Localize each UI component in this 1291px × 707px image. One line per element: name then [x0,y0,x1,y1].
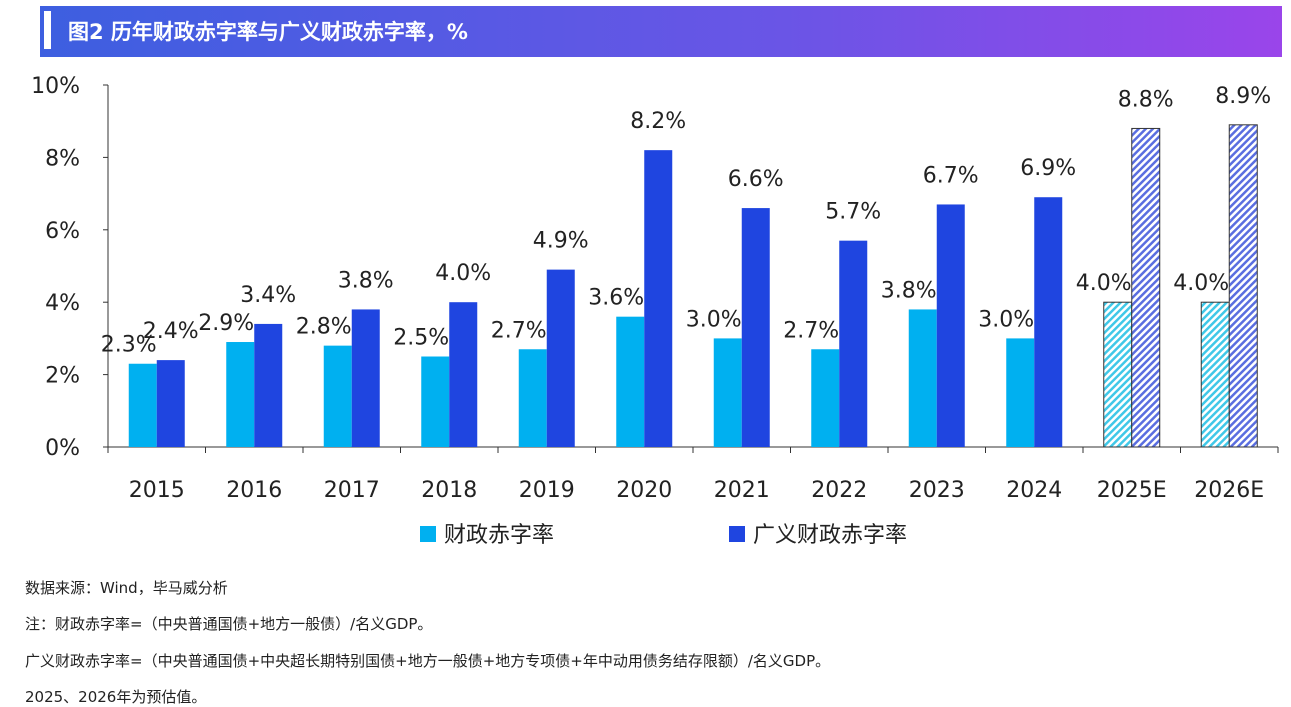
y-tick-label: 0% [45,436,80,461]
broad-deficit-bar [156,360,185,447]
broad-deficit-bar [741,208,770,447]
deficit-data-label: 2.9% [198,311,254,336]
broad-deficit-bar [1131,127,1161,448]
y-tick-label: 8% [45,146,80,171]
x-tick-label: 2021 [714,478,770,503]
x-tick-label: 2023 [909,478,965,503]
x-tick-label: 2026E [1194,478,1264,503]
legend-label: 财政赤字率 [444,523,554,548]
y-tick-label: 4% [45,291,80,316]
broad-deficit-data-label: 2.4% [143,319,199,344]
deficit-bar [616,316,645,447]
title-bar: 图2 历年财政赤字率与广义财政赤字率，% [40,6,1282,57]
broad-deficit-data-label: 3.8% [338,268,394,293]
y-tick-label: 10% [31,74,80,99]
chart-title: 图2 历年财政赤字率与广义财政赤字率，% [68,20,468,44]
deficit-data-label: 2.8% [296,315,352,340]
deficit-bar [1006,338,1035,447]
broad-deficit-bar [351,309,380,447]
bar-chart: 0% 2% 4% 6% 8% 10% 2015 2016 2017 2018 2019 2020 202… [31,74,1279,548]
x-tick-label: 2022 [811,478,867,503]
deficit-bar [128,363,157,447]
broad-deficit-bar [1034,197,1063,447]
x-tick-label: 2019 [519,478,575,503]
broad-deficit-data-label: 8.8% [1118,87,1174,112]
deficit-definition-note: 注：财政赤字率=（中央普通国债+地方一般债）/名义GDP。 [25,615,433,633]
broad-deficit-data-label: 6.7% [923,163,979,188]
deficit-data-label: 4.0% [1173,271,1229,296]
title-accent-mark [44,11,51,49]
broad-deficit-data-label: 8.9% [1215,84,1271,109]
deficit-bar [1200,301,1230,448]
deficit-data-label: 2.7% [491,318,547,343]
deficit-bar [713,338,742,447]
broad-deficit-bar [839,240,868,447]
legend-swatch [729,526,745,542]
deficit-data-label: 4.0% [1076,271,1132,296]
y-tick-label: 6% [45,219,80,244]
broad-deficit-bar [644,150,673,447]
legend-label: 广义财政赤字率 [753,523,907,548]
broad-deficit-data-label: 6.6% [728,167,784,192]
broad-deficit-data-label: 3.4% [240,283,296,308]
x-tick-label: 2016 [226,478,282,503]
broad-deficit-bar [254,323,283,447]
deficit-bar [518,349,547,447]
deficit-bar [811,349,840,447]
broad-deficit-bar [546,269,575,447]
broad-deficit-data-label: 5.7% [825,200,881,225]
x-tick-label: 2015 [129,478,185,503]
deficit-bar [323,345,352,447]
x-tick-label: 2020 [616,478,672,503]
y-tick-label: 2% [45,364,80,389]
x-tick-label: 2018 [421,478,477,503]
source-note: 数据来源：Wind，毕马威分析 [25,579,228,597]
deficit-data-label: 2.3% [101,333,157,358]
x-tick-label: 2024 [1006,478,1062,503]
broad-deficit-data-label: 4.9% [533,229,589,254]
deficit-bar [226,342,255,447]
broad-deficit-data-label: 8.2% [630,109,686,134]
x-tick-label: 2017 [324,478,380,503]
legend-swatch [420,526,436,542]
broad-deficit-bar [936,204,965,447]
x-tick-label: 2025E [1097,478,1167,503]
deficit-data-label: 2.7% [783,318,839,343]
broad-deficit-bar [1228,124,1258,448]
broad-deficit-bar [449,302,478,447]
broad-deficit-data-label: 6.9% [1020,156,1076,181]
deficit-bar [908,309,937,447]
broad-deficit-data-label: 4.0% [435,261,491,286]
broad-deficit-definition-note: 广义财政赤字率=（中央普通国债+中央超长期特别国债+地方一般债+地方专项债+年中… [25,652,831,670]
deficit-data-label: 3.0% [686,307,742,332]
deficit-data-label: 3.8% [881,278,937,303]
deficit-data-label: 2.5% [393,326,449,351]
deficit-data-label: 3.0% [978,307,1034,332]
deficit-bar [421,356,450,447]
estimate-note: 2025、2026年为预估值。 [25,688,207,706]
deficit-data-label: 3.6% [588,286,644,311]
deficit-bar [1103,301,1133,448]
